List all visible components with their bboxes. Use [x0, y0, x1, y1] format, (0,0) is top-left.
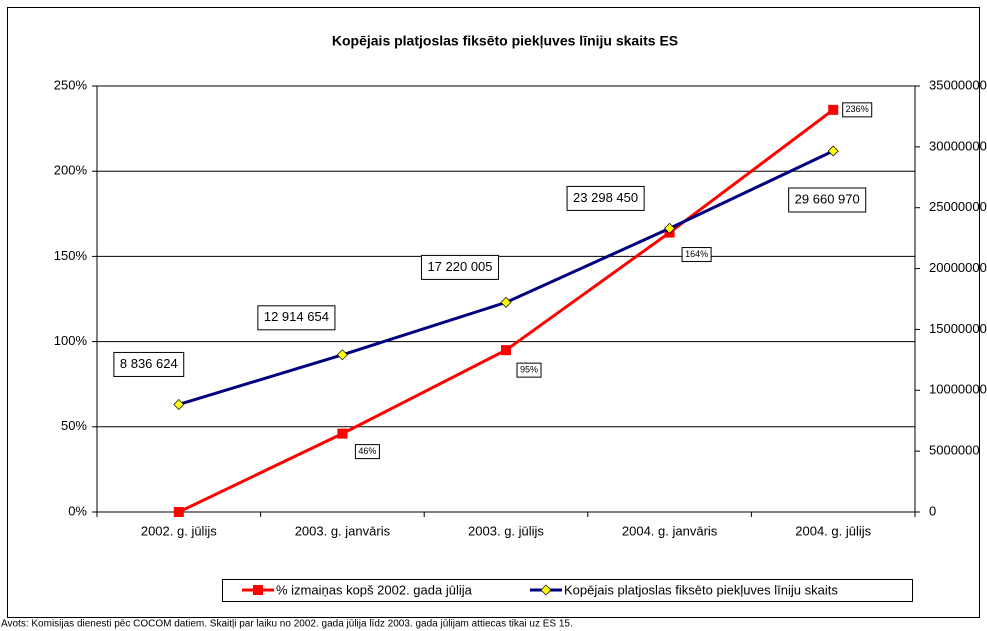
y-tick-label: 100% — [54, 333, 88, 348]
point-marker — [337, 428, 348, 439]
data-label-box — [788, 187, 867, 213]
data-label-box — [566, 185, 645, 211]
y-tick-label: 200% — [54, 163, 88, 178]
data-label: 17 220 005 — [427, 259, 492, 274]
data-label: 236% — [846, 104, 869, 114]
y2-tick-label: 20000000 — [929, 260, 987, 275]
x-tick-label: 2004. g. jūlijs — [795, 523, 871, 538]
point-marker — [173, 398, 185, 410]
point-marker — [501, 345, 511, 356]
y-tick-label: 150% — [54, 248, 88, 263]
data-label-box — [420, 254, 500, 280]
point-marker — [664, 222, 676, 234]
data-label: 29 660 970 — [795, 191, 860, 206]
x-tick-label: 2003. g. janvāris — [295, 523, 391, 538]
data-label: 46% — [358, 446, 376, 456]
x-tick-label: 2002. g. jūlijs — [141, 523, 217, 538]
data-label: 95% — [520, 364, 538, 374]
data-label-box — [681, 247, 712, 263]
legend-label: Kopējais platjoslas fiksēto piekļuves lī… — [564, 582, 838, 597]
y-tick-label: 0% — [68, 503, 87, 518]
y2-tick-label: 5000000 — [929, 443, 980, 458]
y2-tick-label: 15000000 — [929, 321, 987, 336]
y2-tick-label: 30000000 — [929, 138, 987, 153]
data-label-box — [113, 351, 185, 377]
point-marker — [336, 349, 348, 361]
chart-border — [7, 7, 980, 618]
y2-tick-label: 10000000 — [929, 382, 987, 397]
legend-box — [222, 579, 913, 602]
data-label: 23 298 450 — [573, 190, 638, 205]
point-marker — [173, 507, 184, 517]
y-tick-label: 250% — [54, 77, 88, 92]
x-tick-label: 2004. g. janvāris — [622, 523, 718, 538]
y-tick-label: 50% — [61, 418, 87, 433]
source-note: Avots: Komisijas dienesti pēc COCOM dati… — [1, 619, 573, 630]
data-label-box — [516, 362, 542, 378]
data-label: 8 836 624 — [120, 356, 178, 371]
data-label-box — [354, 444, 380, 460]
x-tick-label: 2003. g. jūlijs — [468, 523, 544, 538]
data-label: 164% — [685, 249, 708, 259]
point-marker — [828, 104, 839, 115]
y2-tick-label: 0 — [929, 503, 936, 518]
point-marker — [827, 145, 839, 157]
legend-marker — [540, 584, 552, 596]
data-label-box — [842, 102, 873, 118]
y2-tick-label: 35000000 — [929, 77, 987, 92]
data-label-box — [257, 305, 336, 331]
legend-label: % izmaiņas kopš 2002. gada jūlija — [276, 582, 473, 597]
point-marker — [500, 296, 512, 308]
data-label: 12 914 654 — [264, 309, 329, 324]
y2-tick-label: 25000000 — [929, 199, 987, 214]
legend-marker — [253, 585, 263, 595]
chart-title: Kopējais platjoslas fiksēto piekļuves lī… — [332, 33, 678, 49]
